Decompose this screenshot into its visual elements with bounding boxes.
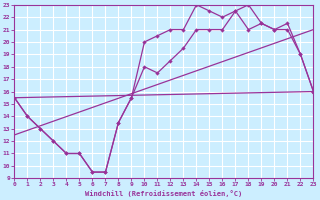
X-axis label: Windchill (Refroidissement éolien,°C): Windchill (Refroidissement éolien,°C) (85, 190, 243, 197)
